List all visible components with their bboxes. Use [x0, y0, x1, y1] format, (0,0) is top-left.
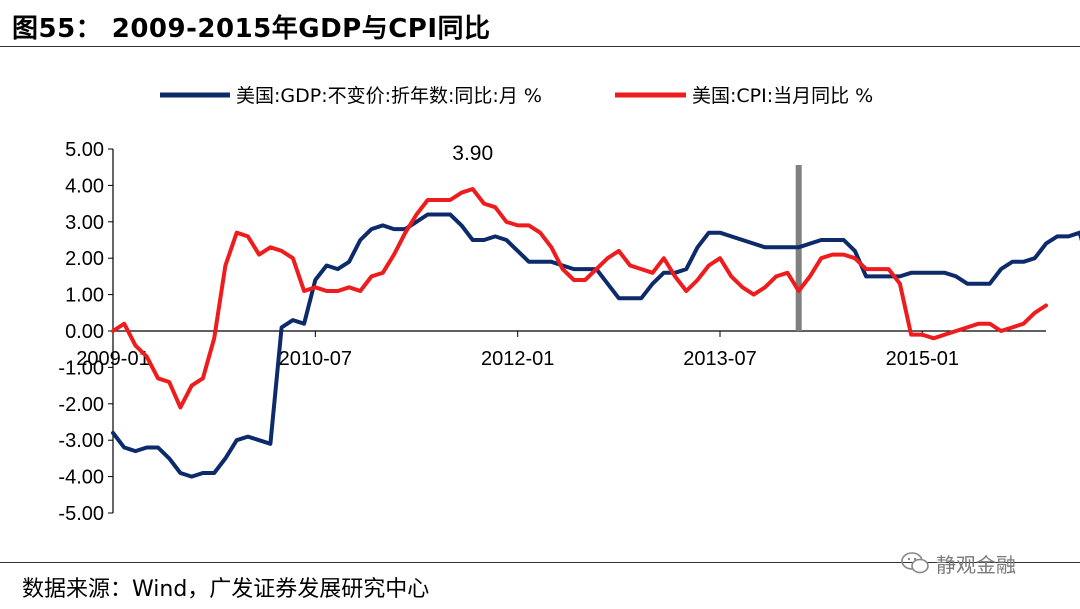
line-chart: 美国:GDP:不变价:折年数:同比:月 % 美国:CPI:当月同比 % 5.00…: [58, 85, 1080, 525]
series-line-cpi: [111, 187, 1048, 410]
x-tick-label: 2013-07: [683, 348, 756, 370]
series-line-gdp: [111, 212, 1080, 479]
chart-legend: 美国:GDP:不变价:折年数:同比:月 % 美国:CPI:当月同比 %: [160, 85, 873, 107]
chart-title: 图55： 2009-2015年GDP与CPI同比: [12, 14, 491, 44]
y-tick-label: 2.00: [65, 248, 104, 270]
source-note: 数据来源：Wind，广发证券发展研究中心: [22, 577, 430, 602]
x-tick-label: 2010-07: [279, 348, 352, 370]
watermark-text: 静观金融: [936, 552, 1016, 577]
y-tick-label: -2.00: [58, 394, 104, 416]
x-tick-label: 2012-01: [481, 348, 554, 370]
y-tick-label: 3.00: [65, 212, 104, 234]
peak-annotation: 3.90: [452, 142, 493, 165]
x-tick-label: 2015-01: [886, 348, 959, 370]
y-tick-label: 1.00: [65, 285, 104, 307]
legend-label-cpi: 美国:CPI:当月同比 %: [692, 85, 873, 107]
chart-axes: 5.00 4.00 3.00 2.00 1.00 0.00 -1.00 -2.00 -3.00 -…: [58, 139, 1046, 525]
wechat-icon: [901, 552, 929, 574]
y-tick-label: -5.00: [58, 503, 104, 525]
footer-divider: [0, 562, 1080, 563]
y-tick-label: 0.00: [65, 321, 104, 343]
y-tick-label: 5.00: [65, 139, 104, 161]
watermark: 静观金融: [900, 546, 1016, 580]
x-tick-label: 2009-01: [76, 348, 149, 370]
title-divider: [0, 46, 1080, 47]
y-tick-label: -3.00: [58, 430, 104, 452]
legend-label-gdp: 美国:GDP:不变价:折年数:同比:月 %: [236, 85, 542, 107]
y-tick-label: 4.00: [65, 175, 104, 197]
y-tick-label: -1.00: [58, 357, 104, 379]
series-lines: [111, 187, 1080, 479]
y-tick-label: -4.00: [58, 467, 104, 489]
